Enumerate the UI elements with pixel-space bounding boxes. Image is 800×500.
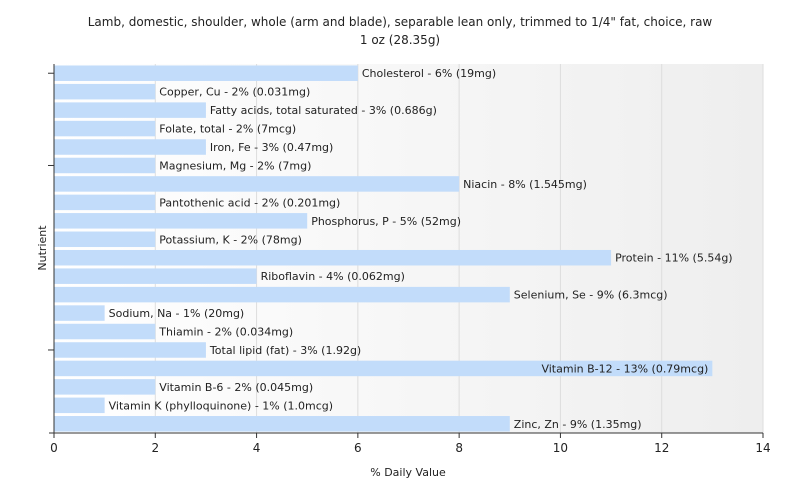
- bar-label: Copper, Cu - 2% (0.031mg): [159, 86, 310, 99]
- bar: [54, 139, 206, 155]
- bar-label: Magnesium, Mg - 2% (7mg): [159, 159, 311, 172]
- bar: [54, 231, 156, 248]
- bars-group: Cholesterol - 6% (19mg) Copper, Cu - 2% (…: [54, 65, 733, 432]
- x-tick-label: 4: [253, 441, 261, 455]
- bar: [54, 342, 206, 358]
- bar-label: Vitamin K (phylloquinone) - 1% (1.0mcg): [109, 399, 333, 412]
- bar: [54, 305, 105, 321]
- bar-label: Fatty acids, total saturated - 3% (0.686…: [210, 104, 437, 117]
- chart-title: Lamb, domestic, shoulder, whole (arm and…: [88, 15, 713, 29]
- bar-label: Folate, total - 2% (7mcg): [159, 123, 296, 136]
- bar-label: Sodium, Na - 1% (20mg): [109, 307, 245, 320]
- bar: [54, 120, 156, 137]
- bar-label: Cholesterol - 6% (19mg): [362, 67, 496, 80]
- bar-label: Niacin - 8% (1.545mg): [463, 178, 587, 191]
- bar: [54, 194, 156, 211]
- bar: [54, 249, 612, 266]
- x-tick-label: 14: [755, 441, 770, 455]
- bar-label: Vitamin B-6 - 2% (0.045mg): [159, 381, 313, 394]
- x-tick-label: 6: [354, 441, 362, 455]
- plot-area: [54, 64, 763, 433]
- x-tick-label: 2: [151, 441, 159, 455]
- bar-label: Iron, Fe - 3% (0.47mg): [210, 141, 333, 154]
- bar: [54, 268, 257, 284]
- bar-label: Potassium, K - 2% (78mg): [159, 233, 302, 246]
- x-tick-label: 12: [654, 441, 669, 455]
- x-tick-label: 8: [455, 441, 463, 455]
- axes-group: 0 2 4 6 8 10 12 14: [48, 64, 771, 455]
- bar: [54, 65, 358, 81]
- bar: [54, 397, 105, 414]
- bar-label: Pantothenic acid - 2% (0.201mg): [159, 196, 340, 209]
- bar: [54, 102, 206, 118]
- bar-label: Thiamin - 2% (0.034mg): [158, 326, 293, 339]
- bar-label: Selenium, Se - 9% (6.3mcg): [514, 289, 668, 302]
- bar-label: Phosphorus, P - 5% (52mg): [311, 215, 461, 228]
- chart-subtitle: 1 oz (28.35g): [360, 33, 440, 47]
- bar: [54, 360, 713, 377]
- bar: [54, 157, 156, 174]
- bar-label: Zinc, Zn - 9% (1.35mg): [514, 418, 642, 431]
- bar: [54, 416, 510, 432]
- bar: [54, 213, 308, 229]
- bar: [54, 379, 156, 395]
- bar-label: Protein - 11% (5.54g): [615, 252, 733, 265]
- x-tick-label: 0: [50, 441, 58, 455]
- bar-label: Vitamin B-12 - 13% (0.79mcg): [541, 362, 708, 375]
- y-axis-label: Nutrient: [36, 225, 49, 271]
- grid-lines: [154, 64, 764, 433]
- bar-label: Riboflavin - 4% (0.062mg): [261, 270, 405, 283]
- bar: [54, 323, 156, 340]
- bar: [54, 83, 156, 100]
- bar: [54, 286, 510, 303]
- x-tick-label: 10: [553, 441, 568, 455]
- bar-label: Total lipid (fat) - 3% (1.92g): [209, 344, 361, 357]
- x-axis-label: % Daily Value: [370, 466, 446, 479]
- bar: [54, 176, 460, 192]
